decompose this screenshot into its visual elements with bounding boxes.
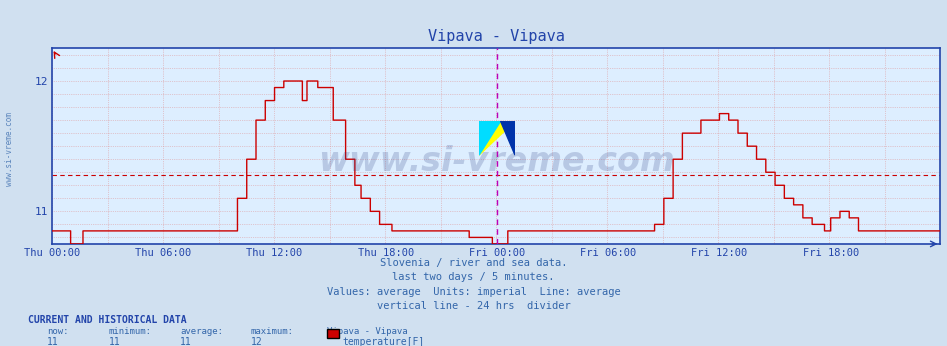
- Text: www.si-vreme.com: www.si-vreme.com: [5, 112, 14, 186]
- Text: 11: 11: [180, 337, 191, 346]
- Text: Vipava - Vipava: Vipava - Vipava: [327, 327, 407, 336]
- Text: minimum:: minimum:: [109, 327, 152, 336]
- Polygon shape: [479, 121, 501, 155]
- Text: 12: 12: [251, 337, 262, 346]
- Polygon shape: [479, 121, 515, 155]
- Text: 11: 11: [109, 337, 120, 346]
- Polygon shape: [501, 121, 515, 155]
- Text: now:: now:: [47, 327, 69, 336]
- Text: www.si-vreme.com: www.si-vreme.com: [318, 145, 674, 178]
- Text: Slovenia / river and sea data.
last two days / 5 minutes.
Values: average  Units: Slovenia / river and sea data. last two …: [327, 258, 620, 311]
- Text: CURRENT AND HISTORICAL DATA: CURRENT AND HISTORICAL DATA: [28, 315, 188, 325]
- Text: maximum:: maximum:: [251, 327, 294, 336]
- Text: average:: average:: [180, 327, 223, 336]
- Text: 11: 11: [47, 337, 59, 346]
- Text: temperature[F]: temperature[F]: [343, 337, 425, 346]
- Title: Vipava - Vipava: Vipava - Vipava: [428, 29, 564, 45]
